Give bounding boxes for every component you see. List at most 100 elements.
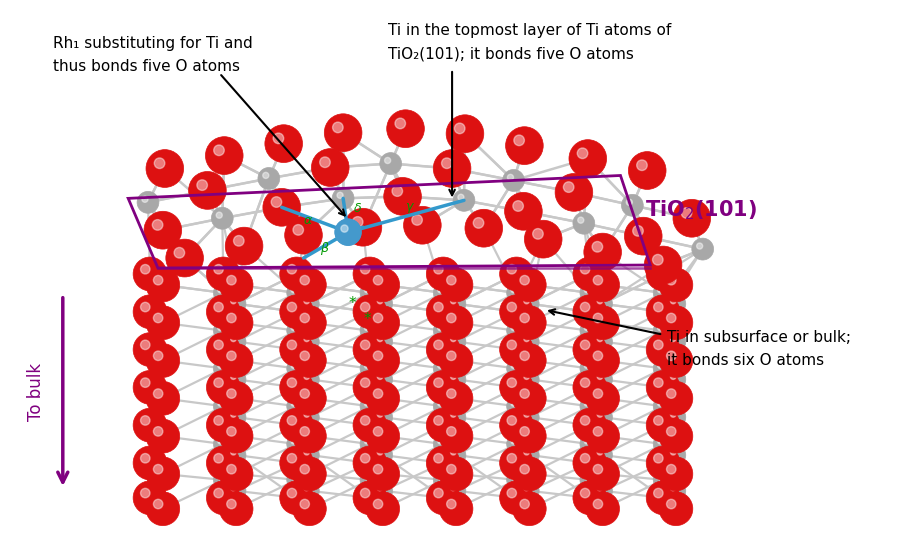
Circle shape xyxy=(446,369,465,389)
Circle shape xyxy=(360,434,380,454)
Circle shape xyxy=(273,133,284,144)
Circle shape xyxy=(214,453,224,463)
Circle shape xyxy=(219,419,253,453)
Circle shape xyxy=(520,427,529,436)
Circle shape xyxy=(364,363,370,368)
Circle shape xyxy=(364,401,370,406)
Circle shape xyxy=(584,287,590,293)
Circle shape xyxy=(403,206,441,244)
Circle shape xyxy=(644,246,682,284)
Circle shape xyxy=(580,470,600,490)
Circle shape xyxy=(292,382,327,415)
Circle shape xyxy=(353,481,387,515)
Circle shape xyxy=(434,416,443,425)
Circle shape xyxy=(507,416,517,425)
Circle shape xyxy=(507,321,526,340)
Circle shape xyxy=(226,445,246,465)
Circle shape xyxy=(341,225,348,232)
Circle shape xyxy=(667,332,686,352)
Circle shape xyxy=(299,332,319,352)
Circle shape xyxy=(594,351,603,361)
Circle shape xyxy=(580,321,600,340)
Circle shape xyxy=(319,157,330,168)
Circle shape xyxy=(507,302,517,312)
Circle shape xyxy=(653,434,673,454)
Circle shape xyxy=(654,302,663,312)
Circle shape xyxy=(504,192,542,230)
Circle shape xyxy=(226,332,246,352)
Circle shape xyxy=(580,397,600,416)
Circle shape xyxy=(153,276,163,285)
Circle shape xyxy=(226,481,246,501)
Circle shape xyxy=(141,340,150,349)
Circle shape xyxy=(427,408,460,442)
Circle shape xyxy=(366,268,400,302)
Circle shape xyxy=(653,397,673,416)
Circle shape xyxy=(336,219,361,245)
Circle shape xyxy=(226,369,246,389)
Circle shape xyxy=(373,369,392,389)
Circle shape xyxy=(580,378,590,388)
Circle shape xyxy=(512,457,547,491)
Circle shape xyxy=(670,374,676,379)
Circle shape xyxy=(580,453,590,463)
Circle shape xyxy=(207,446,240,480)
Circle shape xyxy=(304,485,309,491)
Circle shape xyxy=(304,299,309,304)
Circle shape xyxy=(214,397,233,416)
Circle shape xyxy=(207,333,240,367)
Circle shape xyxy=(597,412,603,417)
Circle shape xyxy=(667,276,676,285)
Circle shape xyxy=(585,419,620,453)
Circle shape xyxy=(520,465,529,474)
Circle shape xyxy=(153,427,163,436)
Circle shape xyxy=(667,427,676,436)
Circle shape xyxy=(451,374,456,379)
Circle shape xyxy=(507,397,526,416)
Circle shape xyxy=(226,389,236,398)
Circle shape xyxy=(439,457,473,491)
Circle shape xyxy=(439,492,473,526)
Circle shape xyxy=(377,412,382,417)
Circle shape xyxy=(207,370,240,404)
Circle shape xyxy=(291,363,297,368)
Circle shape xyxy=(189,172,226,209)
Circle shape xyxy=(437,325,443,331)
Circle shape xyxy=(659,268,693,302)
Circle shape xyxy=(361,453,370,463)
Circle shape xyxy=(207,481,240,515)
Circle shape xyxy=(207,257,240,291)
Text: TiO$_2$(101): TiO$_2$(101) xyxy=(645,198,758,222)
Circle shape xyxy=(280,257,313,291)
Circle shape xyxy=(507,264,517,274)
Circle shape xyxy=(214,302,224,312)
Circle shape xyxy=(446,294,465,314)
Circle shape xyxy=(299,294,319,314)
Circle shape xyxy=(584,363,590,368)
Circle shape xyxy=(300,351,309,361)
Circle shape xyxy=(446,351,456,361)
Circle shape xyxy=(434,340,443,349)
Text: Ti in the topmost layer of Ti atoms of: Ti in the topmost layer of Ti atoms of xyxy=(388,23,671,38)
Circle shape xyxy=(353,408,387,442)
Circle shape xyxy=(133,408,167,442)
Circle shape xyxy=(373,407,392,427)
Circle shape xyxy=(434,378,443,388)
Circle shape xyxy=(141,488,150,498)
Circle shape xyxy=(360,321,380,340)
Circle shape xyxy=(437,363,443,368)
Circle shape xyxy=(507,283,526,303)
Circle shape xyxy=(377,336,382,341)
Circle shape xyxy=(696,243,703,249)
Circle shape xyxy=(654,340,663,349)
Circle shape xyxy=(593,332,612,352)
Circle shape xyxy=(366,419,400,453)
Circle shape xyxy=(507,378,517,388)
Circle shape xyxy=(502,169,524,191)
Circle shape xyxy=(433,321,453,340)
Circle shape xyxy=(514,135,524,146)
Circle shape xyxy=(507,453,517,463)
Circle shape xyxy=(300,313,309,323)
Circle shape xyxy=(361,378,370,388)
Circle shape xyxy=(291,401,297,406)
